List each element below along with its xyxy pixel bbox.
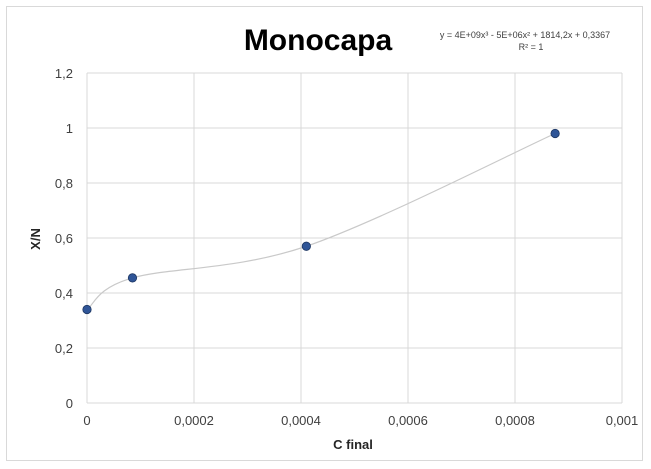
data-point [82, 304, 92, 315]
x-tick-label: 0,0006 [388, 413, 428, 428]
y-tick-label: 0,2 [55, 341, 73, 356]
y-tick-label: 1,2 [55, 66, 73, 81]
data-point [550, 128, 560, 139]
y-axis-label: X/N [28, 228, 43, 250]
x-axis-label: C final [333, 437, 373, 452]
grid [86, 72, 623, 404]
chart-area [6, 6, 643, 461]
x-axis-ticks: 0 0,0002 0,0004 0,0006 0,0008 0,001 [83, 413, 638, 428]
y-axis-ticks: 0 0,2 0,4 0,6 0,8 1 1,2 [55, 66, 73, 411]
x-tick-label: 0,0002 [174, 413, 214, 428]
trendline [86, 132, 556, 310]
y-tick-label: 0,6 [55, 231, 73, 246]
x-tick-label: 0,0008 [495, 413, 535, 428]
y-tick-label: 0,4 [55, 286, 73, 301]
data-points [82, 128, 560, 315]
trendline-equation: y = 4E+09x³ - 5E+06x² + 1814,2x + 0,3367 [440, 30, 610, 40]
data-point [301, 241, 311, 251]
x-tick-label: 0,001 [606, 413, 639, 428]
x-tick-label: 0 [83, 413, 90, 428]
y-tick-label: 0 [66, 396, 73, 411]
x-tick-label: 0,0004 [281, 413, 321, 428]
y-tick-label: 1 [66, 121, 73, 136]
chart-title: Monocapa [244, 24, 393, 57]
data-point [127, 273, 138, 283]
r-squared-label: R² = 1 [519, 42, 544, 52]
y-tick-label: 0,8 [55, 176, 73, 191]
